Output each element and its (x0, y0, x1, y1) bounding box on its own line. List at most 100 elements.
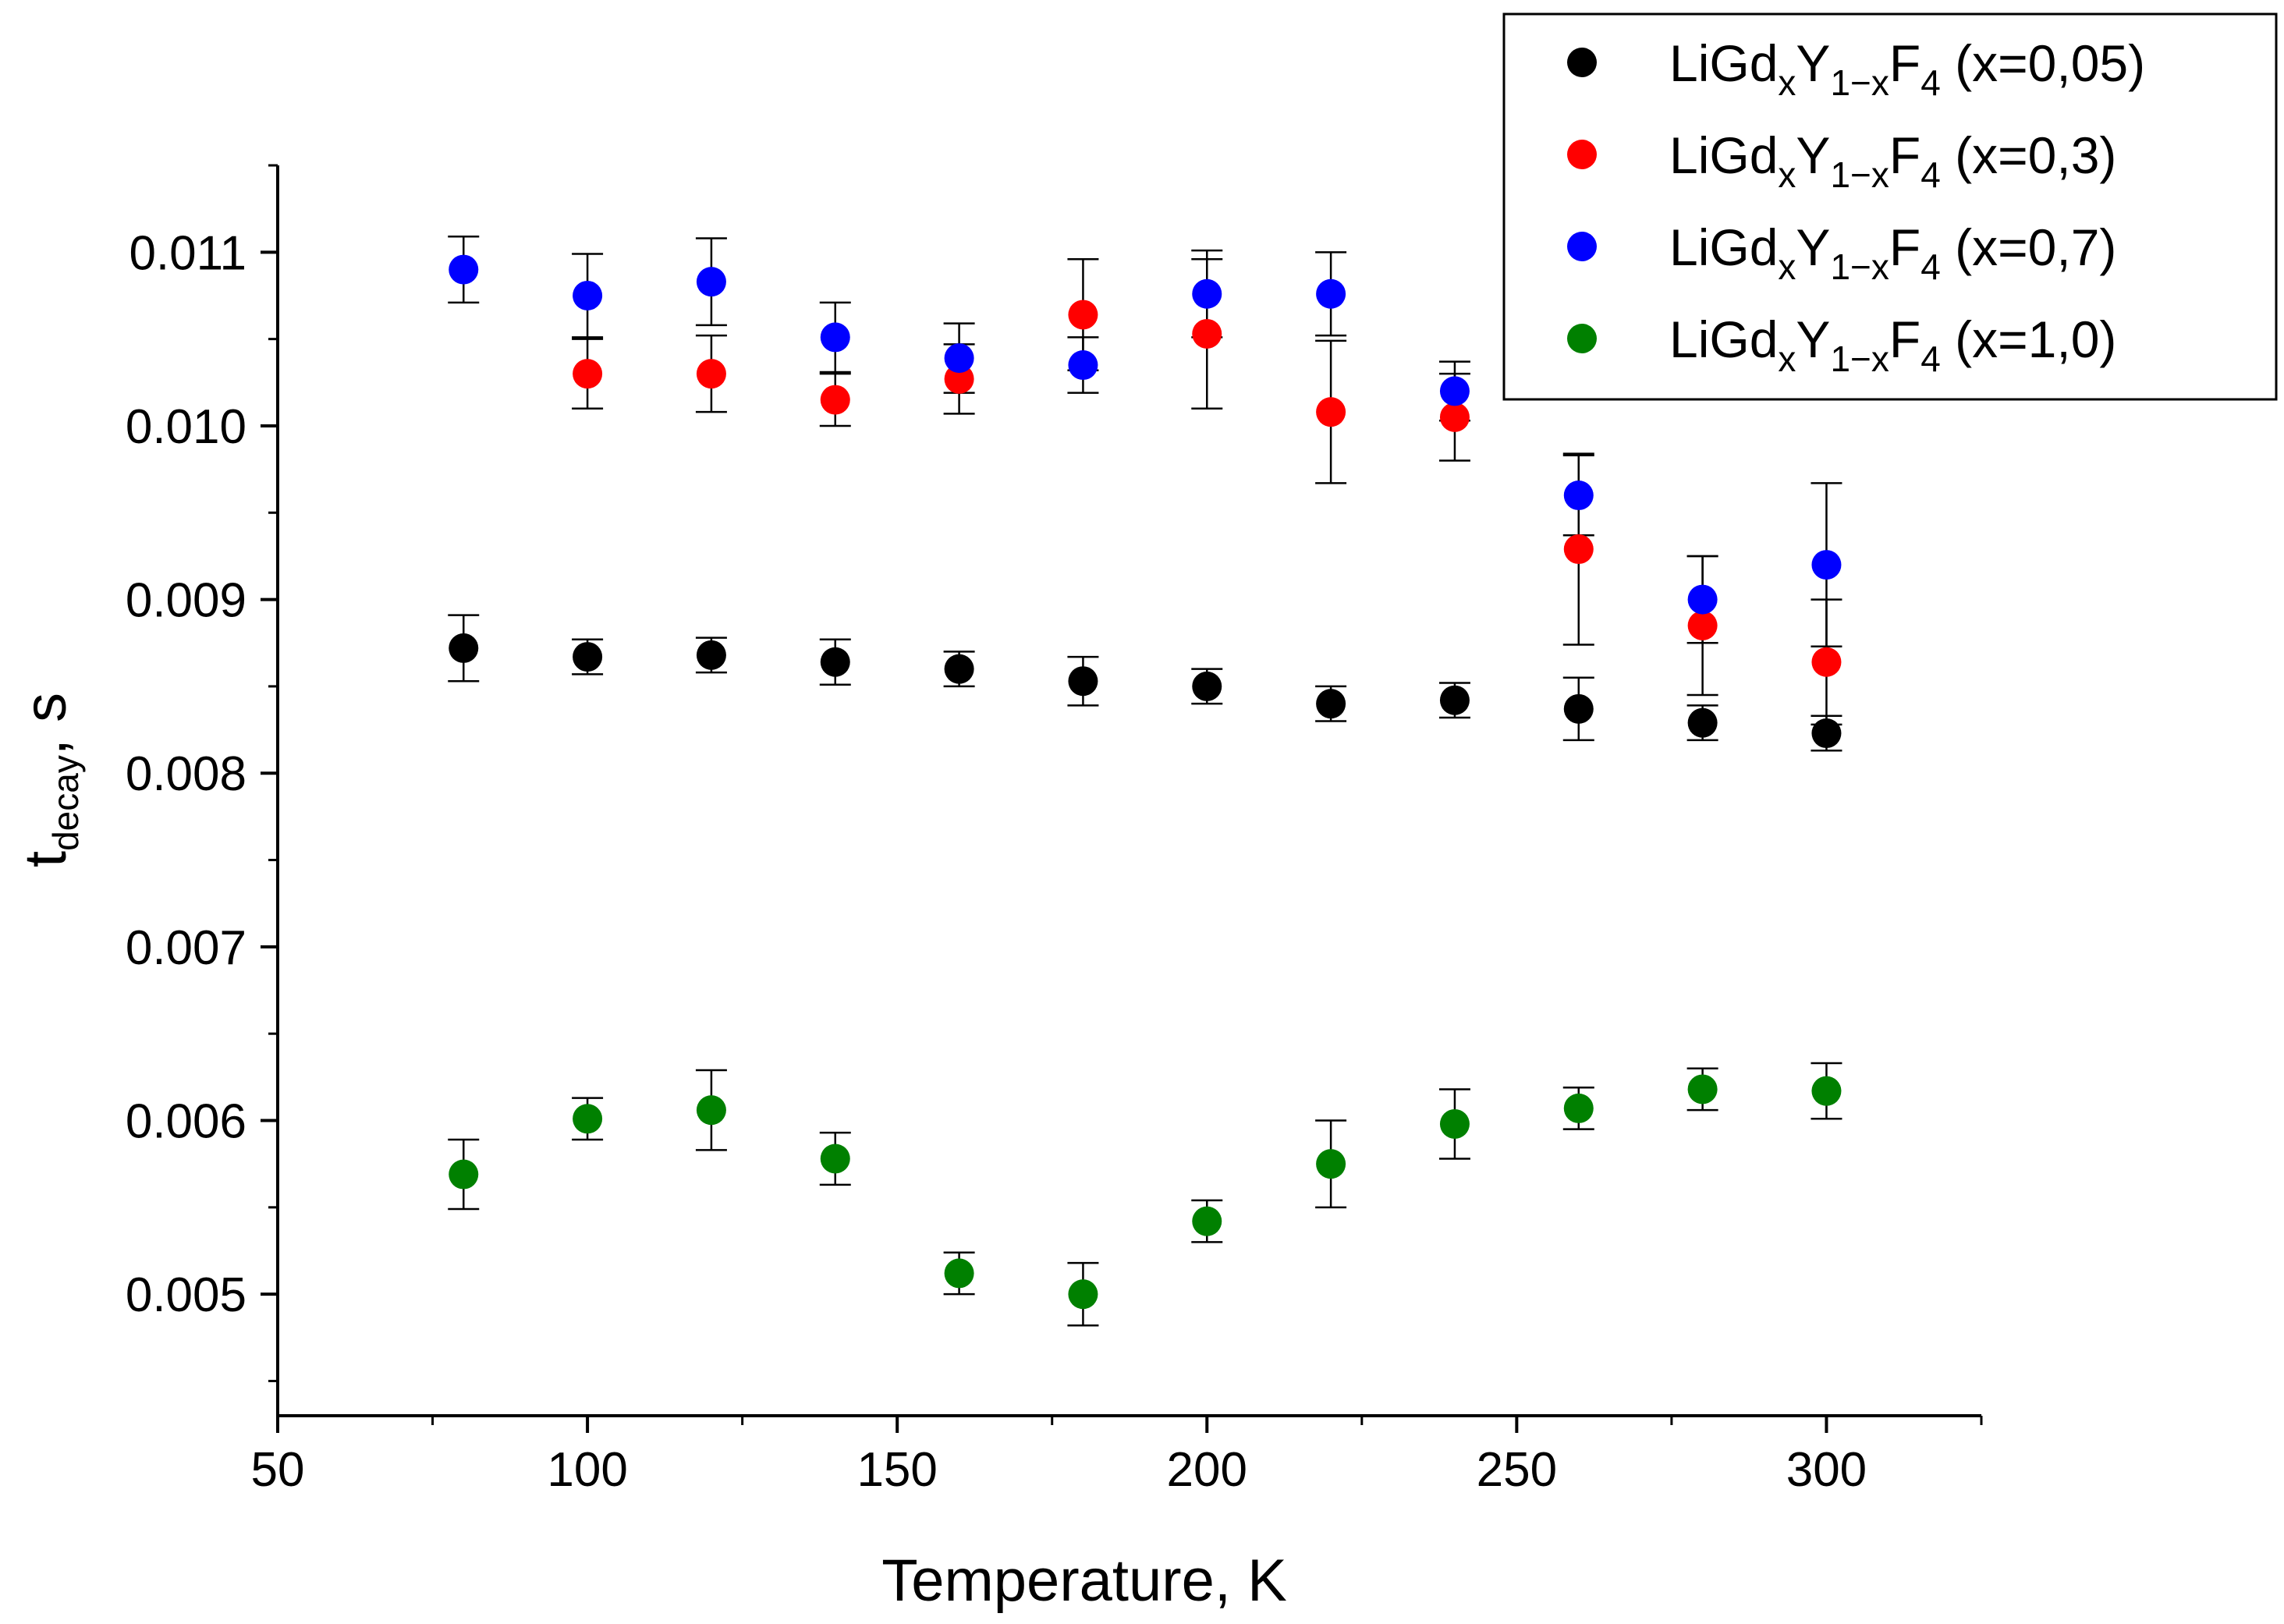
y-axis-title: tdecay, s (12, 693, 86, 867)
data-point (1687, 1074, 1718, 1105)
y-axis-title-main: t (12, 851, 79, 867)
data-point (1192, 1206, 1222, 1236)
data-point (1439, 402, 1470, 432)
data-point (944, 363, 974, 394)
data-point (1316, 1149, 1346, 1179)
y-tick-label: 0.005 (126, 1268, 246, 1322)
data-point (1687, 584, 1718, 615)
legend-label-part: F (1889, 126, 1920, 184)
data-point (1811, 1076, 1842, 1106)
ticks: 50 100 150 200 250 300 0.005 0.006 0.007 0.008 0.0… (126, 164, 1983, 1497)
data-point (1439, 1108, 1470, 1139)
legend-label-part: (x=0,3) (1941, 126, 2117, 184)
legend-marker (1567, 324, 1597, 353)
data-point (1316, 278, 1346, 309)
data-point (1316, 689, 1346, 719)
y-tick-label: 0.006 (126, 1095, 246, 1149)
x-tick-label: 200 (1167, 1443, 1247, 1497)
data-point (1439, 685, 1470, 715)
data-point (573, 359, 603, 389)
legend-label-part: Y (1796, 218, 1830, 276)
data-point (1439, 376, 1470, 406)
y-tick-label: 0.007 (126, 921, 246, 975)
data-point (1068, 1279, 1098, 1310)
legend-label-part: 4 (1920, 246, 1941, 287)
data-point (1192, 671, 1222, 701)
y-tick-label: 0.008 (126, 747, 246, 801)
data-point (820, 385, 850, 415)
x-axis-title: Temperature, K (881, 1548, 1287, 1614)
y-tick-label: 0.011 (129, 226, 246, 280)
data-point (1563, 693, 1594, 724)
data-point (696, 1095, 726, 1126)
legend-label-part: F (1889, 218, 1920, 276)
x-tick-label: 50 (251, 1443, 305, 1497)
legend-label-part: F (1889, 310, 1920, 368)
data-point (573, 280, 603, 310)
legend-label: LiGdxY1−xF4 (x=0,05) (1669, 34, 2145, 103)
data-point (820, 322, 850, 353)
legend-label-part: x (1778, 154, 1796, 195)
data-points (449, 254, 1842, 1310)
data-point (1811, 647, 1842, 677)
y-tick-label: 0.010 (126, 400, 246, 454)
legend-label-part: (x=1,0) (1941, 310, 2117, 368)
data-point (944, 654, 974, 684)
legend-label: LiGdxY1−xF4 (x=0,7) (1669, 218, 2116, 287)
y-axis-title-subscript: decay (45, 755, 86, 851)
legend-label-part: x (1778, 339, 1796, 379)
data-point (1811, 718, 1842, 749)
x-tick-label: 300 (1786, 1443, 1867, 1497)
data-point (696, 640, 726, 670)
data-point (1563, 480, 1594, 511)
data-point (944, 1258, 974, 1289)
legend-label-part: x (1778, 62, 1796, 103)
data-point (1068, 300, 1098, 330)
data-point (696, 267, 726, 297)
legend-label-part: Y (1796, 126, 1830, 184)
x-tick-label: 150 (856, 1443, 937, 1497)
data-point (1687, 610, 1718, 640)
legend-label-part: 1−x (1830, 339, 1889, 379)
data-point (820, 647, 850, 677)
data-point (1192, 318, 1222, 349)
legend-label-part: LiGd (1669, 310, 1778, 368)
legend-label-part: LiGd (1669, 218, 1778, 276)
legend-label-part: (x=0,7) (1941, 218, 2117, 276)
legend-box (1502, 12, 2278, 401)
x-tick-label: 250 (1477, 1443, 1557, 1497)
legend-label-part: 4 (1920, 62, 1941, 103)
legend-marker (1567, 232, 1597, 261)
data-point (944, 343, 974, 374)
data-point (820, 1144, 850, 1174)
data-point (1068, 350, 1098, 381)
legend-label-part: 1−x (1830, 62, 1889, 103)
data-point (573, 642, 603, 672)
y-tick-label: 0.009 (126, 574, 246, 628)
x-tick-label: 100 (547, 1443, 627, 1497)
legend-label-part: F (1889, 34, 1920, 92)
data-point (449, 254, 479, 285)
legend-label: LiGdxY1−xF4 (x=0,3) (1669, 126, 2116, 195)
legend-label-part: 4 (1920, 154, 1941, 195)
legend-label-part: Y (1796, 34, 1830, 92)
legend-label-part: x (1778, 246, 1796, 287)
data-point (1068, 666, 1098, 697)
legend-label-part: Y (1796, 310, 1830, 368)
legend-marker (1567, 48, 1597, 77)
legend-label-part: 4 (1920, 339, 1941, 379)
data-point (1563, 1093, 1594, 1123)
data-point (449, 1159, 479, 1190)
data-point (449, 633, 479, 663)
data-point (1811, 550, 1842, 580)
legend-label-part: 1−x (1830, 154, 1889, 195)
legend-marker (1567, 140, 1597, 169)
legend-label: LiGdxY1−xF4 (x=1,0) (1669, 310, 2116, 379)
y-axis-title-unit: , s (12, 693, 79, 755)
legend-label-part: LiGd (1669, 34, 1778, 92)
data-point (1687, 707, 1718, 738)
data-point (1192, 278, 1222, 309)
legend-label-part: (x=0,05) (1941, 34, 2145, 92)
legend-label-part: 1−x (1830, 246, 1889, 287)
